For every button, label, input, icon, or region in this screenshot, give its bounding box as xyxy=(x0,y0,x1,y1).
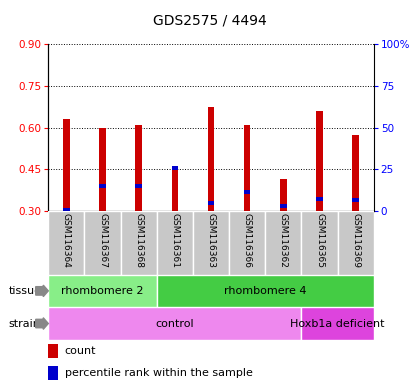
Bar xyxy=(84,211,121,275)
Text: GSM116366: GSM116366 xyxy=(243,213,252,268)
Bar xyxy=(172,167,178,211)
Bar xyxy=(338,211,374,275)
Bar xyxy=(302,307,374,340)
Text: strain: strain xyxy=(8,318,40,329)
Text: GSM116367: GSM116367 xyxy=(98,213,107,268)
Bar xyxy=(48,307,302,340)
Text: GSM116363: GSM116363 xyxy=(207,213,215,268)
Text: tissue: tissue xyxy=(8,286,42,296)
Bar xyxy=(208,201,214,205)
Text: percentile rank within the sample: percentile rank within the sample xyxy=(65,368,252,378)
Text: Hoxb1a deficient: Hoxb1a deficient xyxy=(290,318,385,329)
Bar xyxy=(352,135,359,211)
Bar xyxy=(48,211,84,275)
Bar xyxy=(208,107,214,211)
Text: GSM116368: GSM116368 xyxy=(134,213,143,268)
Bar xyxy=(63,208,70,212)
Bar xyxy=(99,184,106,188)
Bar xyxy=(63,119,70,211)
Text: GSM116362: GSM116362 xyxy=(279,213,288,268)
Text: GSM116369: GSM116369 xyxy=(351,213,360,268)
Bar xyxy=(157,211,193,275)
Text: GDS2575 / 4494: GDS2575 / 4494 xyxy=(153,13,267,27)
Bar xyxy=(172,166,178,170)
Bar xyxy=(280,179,286,211)
Bar xyxy=(302,211,338,275)
Bar xyxy=(244,190,250,194)
Text: rhombomere 4: rhombomere 4 xyxy=(224,286,307,296)
Text: GSM116361: GSM116361 xyxy=(171,213,179,268)
Text: control: control xyxy=(155,318,194,329)
Text: rhombomere 2: rhombomere 2 xyxy=(61,286,144,296)
Bar xyxy=(136,184,142,188)
Text: count: count xyxy=(65,346,96,356)
Bar xyxy=(316,111,323,211)
Bar xyxy=(193,211,229,275)
Bar xyxy=(352,198,359,202)
Bar xyxy=(265,211,302,275)
Bar xyxy=(316,197,323,201)
Bar xyxy=(280,204,286,208)
Bar xyxy=(136,125,142,211)
Bar xyxy=(244,126,250,211)
Bar xyxy=(99,127,106,211)
Bar xyxy=(48,275,157,307)
Bar xyxy=(48,344,58,358)
Bar xyxy=(229,211,265,275)
Text: GSM116364: GSM116364 xyxy=(62,213,71,268)
Text: GSM116365: GSM116365 xyxy=(315,213,324,268)
Bar xyxy=(48,366,58,379)
Bar xyxy=(157,275,374,307)
Bar xyxy=(121,211,157,275)
